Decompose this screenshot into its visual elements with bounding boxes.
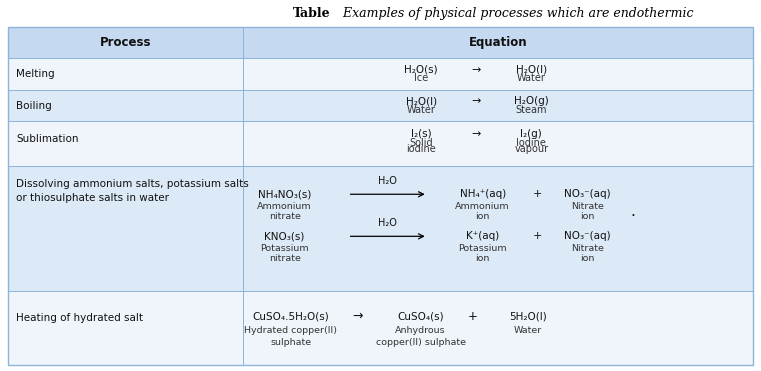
Text: →: →	[352, 310, 363, 323]
Text: Ammonium: Ammonium	[257, 202, 312, 211]
Text: 5H₂O(l): 5H₂O(l)	[509, 311, 546, 321]
Text: vapour: vapour	[514, 144, 549, 154]
Text: →: →	[472, 96, 481, 106]
Text: +: +	[533, 231, 543, 241]
Text: Boiling: Boiling	[16, 101, 52, 111]
Bar	[8, 90, 243, 121]
Text: copper(II) sulphate: copper(II) sulphate	[376, 338, 466, 347]
Text: +: +	[468, 310, 478, 323]
Text: Ice: Ice	[414, 73, 428, 83]
Text: Water: Water	[407, 105, 436, 115]
Text: I₂(g): I₂(g)	[521, 129, 542, 139]
Text: H₂O(l): H₂O(l)	[516, 65, 547, 75]
Text: H₂O: H₂O	[378, 218, 397, 228]
Text: ion: ion	[476, 212, 490, 221]
Text: or thiosulphate salts in water: or thiosulphate salts in water	[16, 193, 169, 203]
Text: H₂O(l): H₂O(l)	[406, 96, 437, 106]
Text: ion: ion	[476, 254, 490, 263]
Text: Water: Water	[517, 73, 546, 83]
Text: Steam: Steam	[515, 105, 547, 115]
Text: Water: Water	[514, 326, 542, 335]
Text: Solid: Solid	[409, 138, 433, 148]
Text: sulphate: sulphate	[270, 338, 311, 347]
Text: CuSO₄.5H₂O(s): CuSO₄.5H₂O(s)	[253, 311, 329, 321]
Text: nitrate: nitrate	[269, 254, 301, 263]
Text: Equation: Equation	[469, 36, 527, 49]
Text: .: .	[630, 204, 635, 219]
Text: NO₃⁻(aq): NO₃⁻(aq)	[565, 231, 611, 241]
Text: ion: ion	[581, 254, 595, 263]
Text: Potassium: Potassium	[458, 244, 507, 253]
Text: →: →	[472, 65, 481, 75]
Text: ion: ion	[581, 212, 595, 221]
Text: NO₃⁻(aq): NO₃⁻(aq)	[565, 189, 611, 199]
Text: +: +	[533, 189, 543, 199]
Text: Heating of hydrated salt: Heating of hydrated salt	[16, 313, 143, 323]
Bar	[8, 166, 243, 291]
Text: H₂O(g): H₂O(g)	[514, 96, 549, 106]
Text: Dissolving ammonium salts, potassium salts: Dissolving ammonium salts, potassium sal…	[16, 179, 249, 189]
Text: Examples of physical processes which are endothermic: Examples of physical processes which are…	[331, 7, 693, 20]
Text: I₂(s): I₂(s)	[411, 129, 431, 139]
Bar	[8, 121, 243, 166]
Text: CuSO₄(s): CuSO₄(s)	[397, 311, 444, 321]
Text: →: →	[472, 129, 481, 139]
Text: NH₄NO₃(s): NH₄NO₃(s)	[258, 189, 311, 199]
Bar	[8, 291, 243, 365]
Text: Potassium: Potassium	[260, 244, 309, 253]
Text: Nitrate: Nitrate	[572, 202, 604, 211]
Text: Sublimation: Sublimation	[16, 134, 78, 144]
Text: NH₄⁺(aq): NH₄⁺(aq)	[460, 189, 506, 199]
Text: Hydrated copper(II): Hydrated copper(II)	[244, 326, 337, 335]
Bar	[243, 121, 753, 166]
Bar	[243, 59, 753, 90]
Text: Table: Table	[293, 7, 330, 20]
Text: H₂O: H₂O	[378, 176, 397, 186]
Text: Process: Process	[100, 36, 151, 49]
Bar	[8, 59, 243, 90]
Bar	[243, 90, 753, 121]
Text: Iodine: Iodine	[517, 138, 546, 148]
Bar	[243, 27, 753, 59]
Text: H₂O(s): H₂O(s)	[405, 65, 438, 75]
Text: Ammonium: Ammonium	[455, 202, 510, 211]
Bar	[243, 291, 753, 365]
Bar	[8, 27, 243, 59]
Text: Melting: Melting	[16, 69, 55, 79]
Text: K⁺(aq): K⁺(aq)	[466, 231, 499, 241]
Text: KNO₃(s): KNO₃(s)	[265, 231, 305, 241]
Text: Anhydrous: Anhydrous	[396, 326, 446, 335]
Text: nitrate: nitrate	[269, 212, 301, 221]
Text: Nitrate: Nitrate	[572, 244, 604, 253]
Text: iodine: iodine	[406, 144, 436, 154]
Bar	[243, 166, 753, 291]
